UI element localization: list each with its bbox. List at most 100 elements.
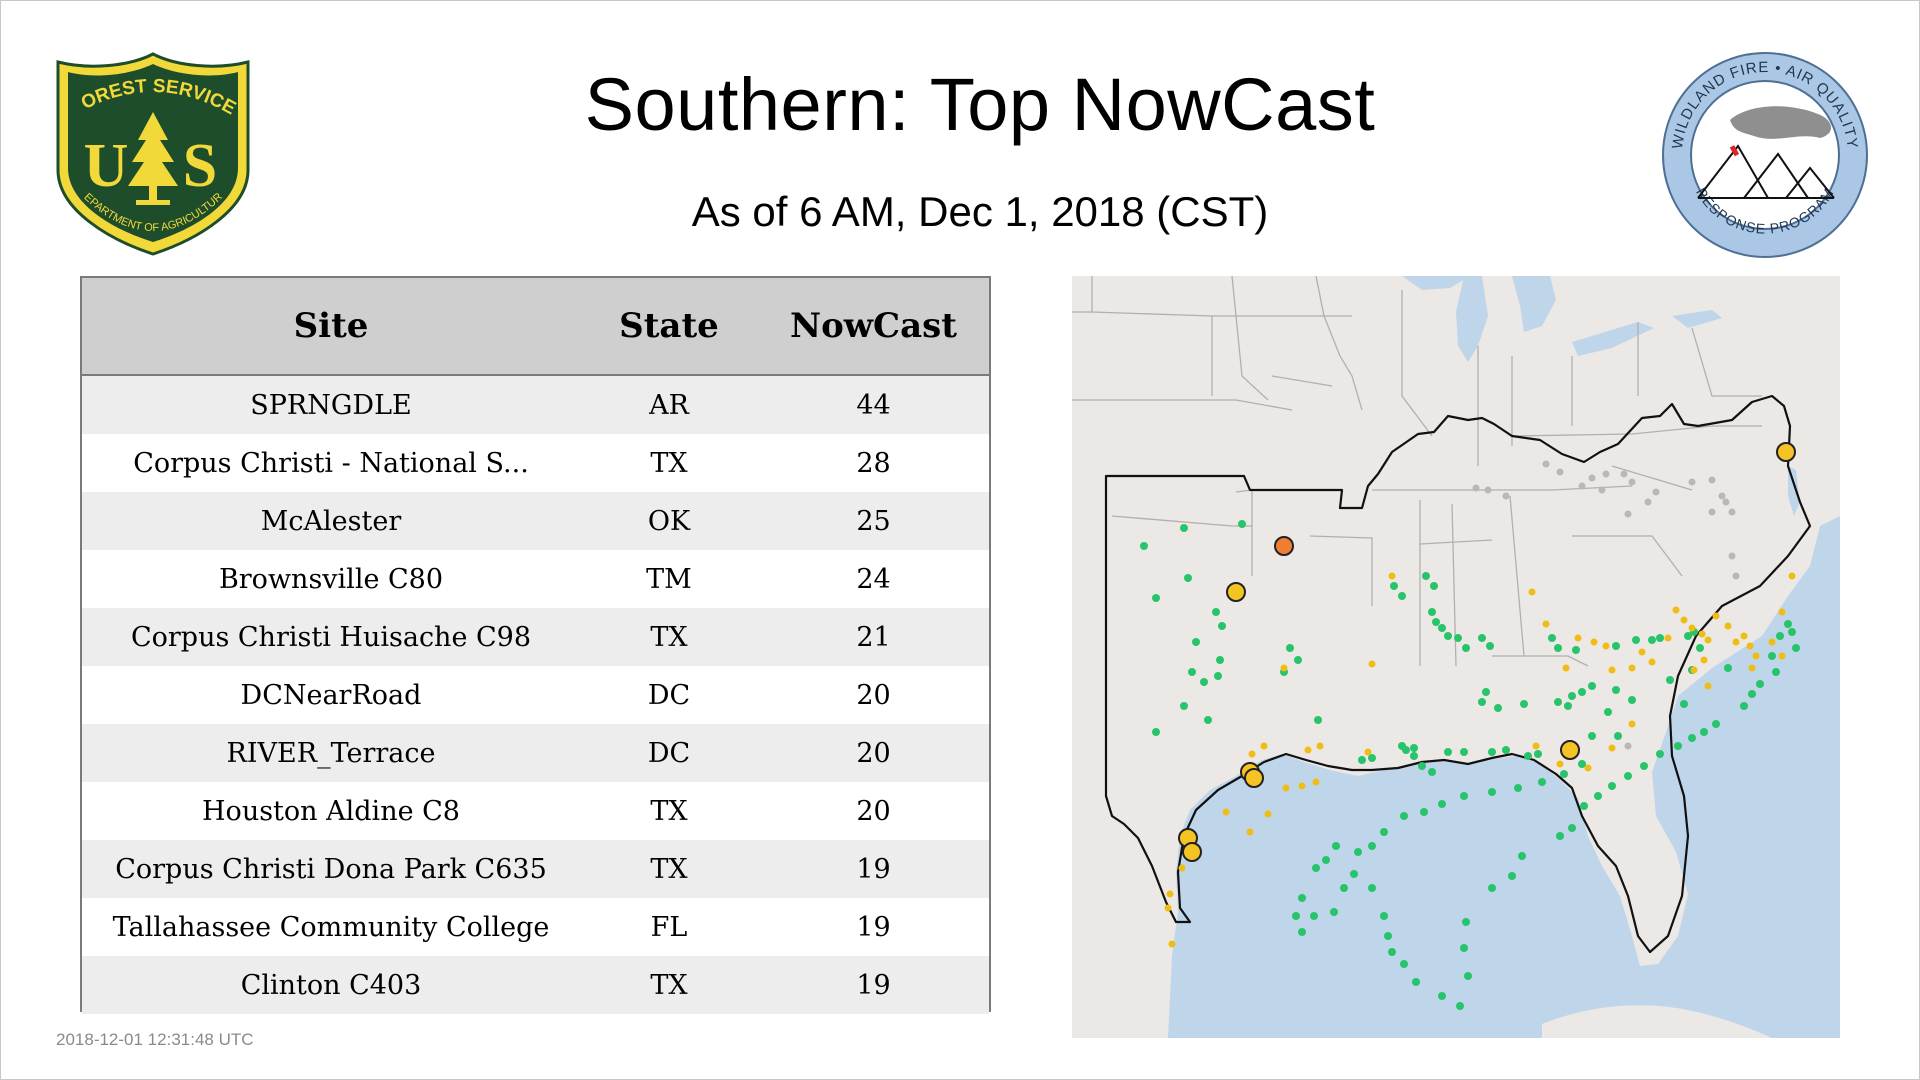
site-marker-good <box>1180 524 1188 532</box>
usfs-shield-logo: FOREST SERVICE U S DEPARTMENT OF AGRICUL… <box>50 50 250 256</box>
site-marker-good <box>1292 912 1300 920</box>
state-cell: TX <box>580 956 758 1014</box>
table-row: Tallahassee Community College FL 19 <box>82 898 989 956</box>
site-marker-good <box>1368 884 1376 892</box>
site-marker-good <box>1588 732 1596 740</box>
table-row: Corpus Christi Huisache C98 TX 21 <box>82 608 989 666</box>
site-marker-moderate <box>1364 748 1372 756</box>
site-marker-moderate <box>1368 660 1376 668</box>
site-marker-good <box>1514 784 1522 792</box>
table-row: SPRNGDLE AR 44 <box>82 375 989 434</box>
site-marker-good <box>1184 574 1192 582</box>
site-marker-good <box>1390 582 1398 590</box>
site-marker-moderate <box>1298 782 1306 790</box>
site-marker-no-data <box>1644 498 1652 506</box>
site-marker-good <box>1556 832 1564 840</box>
site-marker-good <box>1488 748 1496 756</box>
table-row: Clinton C403 TX 19 <box>82 956 989 1014</box>
site-marker-good <box>1212 608 1220 616</box>
site-marker-good <box>1340 884 1348 892</box>
nowcast-cell: 20 <box>758 782 989 840</box>
site-marker-moderate-large <box>1560 740 1580 760</box>
site-marker-no-data <box>1602 470 1610 478</box>
site-marker-good <box>1612 686 1620 694</box>
site-marker-good <box>1724 664 1732 672</box>
site-marker-no-data <box>1624 510 1632 518</box>
site-marker-moderate <box>1312 778 1320 786</box>
site-marker-good <box>1748 690 1756 698</box>
map-cuba <box>1542 1005 1772 1038</box>
column-header-state: State <box>580 278 758 376</box>
site-marker-good <box>1588 682 1596 690</box>
map-lake-huron <box>1512 276 1556 332</box>
site-cell: Tallahassee Community College <box>82 898 580 956</box>
site-marker-moderate-large <box>1226 582 1246 602</box>
site-marker-moderate <box>1746 642 1754 650</box>
site-marker-good <box>1564 702 1572 710</box>
nowcast-cell: 20 <box>758 666 989 724</box>
nowcast-cell: 44 <box>758 375 989 434</box>
nowcast-cell: 24 <box>758 550 989 608</box>
site-marker-good <box>1572 646 1580 654</box>
site-marker-good <box>1674 742 1682 750</box>
site-cell: RIVER_Terrace <box>82 724 580 782</box>
site-marker-moderate <box>1748 664 1756 672</box>
site-marker-good <box>1410 752 1418 760</box>
site-marker-good <box>1656 750 1664 758</box>
site-marker-moderate <box>1778 652 1786 660</box>
site-marker-moderate <box>1768 638 1776 646</box>
site-marker-good <box>1768 652 1776 660</box>
site-marker-no-data <box>1708 476 1716 484</box>
site-cell: Brownsville C80 <box>82 550 580 608</box>
site-marker-good <box>1460 748 1468 756</box>
map-lake-superior <box>1402 276 1470 290</box>
nowcast-cell: 20 <box>758 724 989 782</box>
site-marker-good <box>1548 634 1556 642</box>
site-marker-moderate <box>1264 810 1272 818</box>
site-cell: SPRNGDLE <box>82 375 580 434</box>
site-marker-good <box>1368 842 1376 850</box>
site-marker-good <box>1286 644 1294 652</box>
site-marker-moderate <box>1590 638 1598 646</box>
site-marker-good <box>1554 644 1562 652</box>
site-marker-moderate <box>1556 760 1564 768</box>
site-marker-moderate <box>1690 666 1698 674</box>
site-marker-moderate <box>1700 656 1708 664</box>
site-marker-good <box>1578 688 1586 696</box>
site-marker-good <box>1478 698 1486 706</box>
page-title: Southern: Top NowCast <box>584 63 1376 146</box>
map-lake-ontario <box>1672 310 1722 328</box>
site-marker-good <box>1400 812 1408 820</box>
site-marker-good <box>1238 520 1246 528</box>
site-marker-good <box>1628 696 1636 704</box>
site-marker-good <box>1486 642 1494 650</box>
nowcast-cell: 25 <box>758 492 989 550</box>
state-cell: TX <box>580 782 758 840</box>
site-marker-good <box>1488 788 1496 796</box>
site-marker-good <box>1294 656 1302 664</box>
map-lake-erie <box>1572 322 1654 356</box>
site-marker-good <box>1578 760 1586 768</box>
site-marker-good <box>1520 700 1528 708</box>
site-marker-good <box>1680 700 1688 708</box>
site-marker-no-data <box>1728 508 1736 516</box>
site-marker-good <box>1332 842 1340 850</box>
site-marker-good <box>1594 792 1602 800</box>
nowcast-cell: 19 <box>758 956 989 1014</box>
site-marker-good <box>1656 634 1664 642</box>
site-marker-good <box>1380 828 1388 836</box>
site-marker-good <box>1298 928 1306 936</box>
site-marker-good <box>1140 542 1148 550</box>
site-marker-good <box>1462 644 1470 652</box>
wfaq-program-logo: WILDLAND FIRE • AIR QUALITY RESPONSE PRO… <box>1662 52 1868 258</box>
site-marker-moderate <box>1724 622 1732 630</box>
site-marker-good <box>1784 620 1792 628</box>
site-marker-good <box>1398 592 1406 600</box>
map-canvas <box>1072 276 1840 1038</box>
site-marker-moderate <box>1698 630 1706 638</box>
site-cell: Corpus Christi - National S... <box>82 434 580 492</box>
table-row: Houston Aldine C8 TX 20 <box>82 782 989 840</box>
site-marker-moderate <box>1672 606 1680 614</box>
site-marker-good <box>1534 750 1542 758</box>
site-marker-no-data <box>1542 460 1550 468</box>
